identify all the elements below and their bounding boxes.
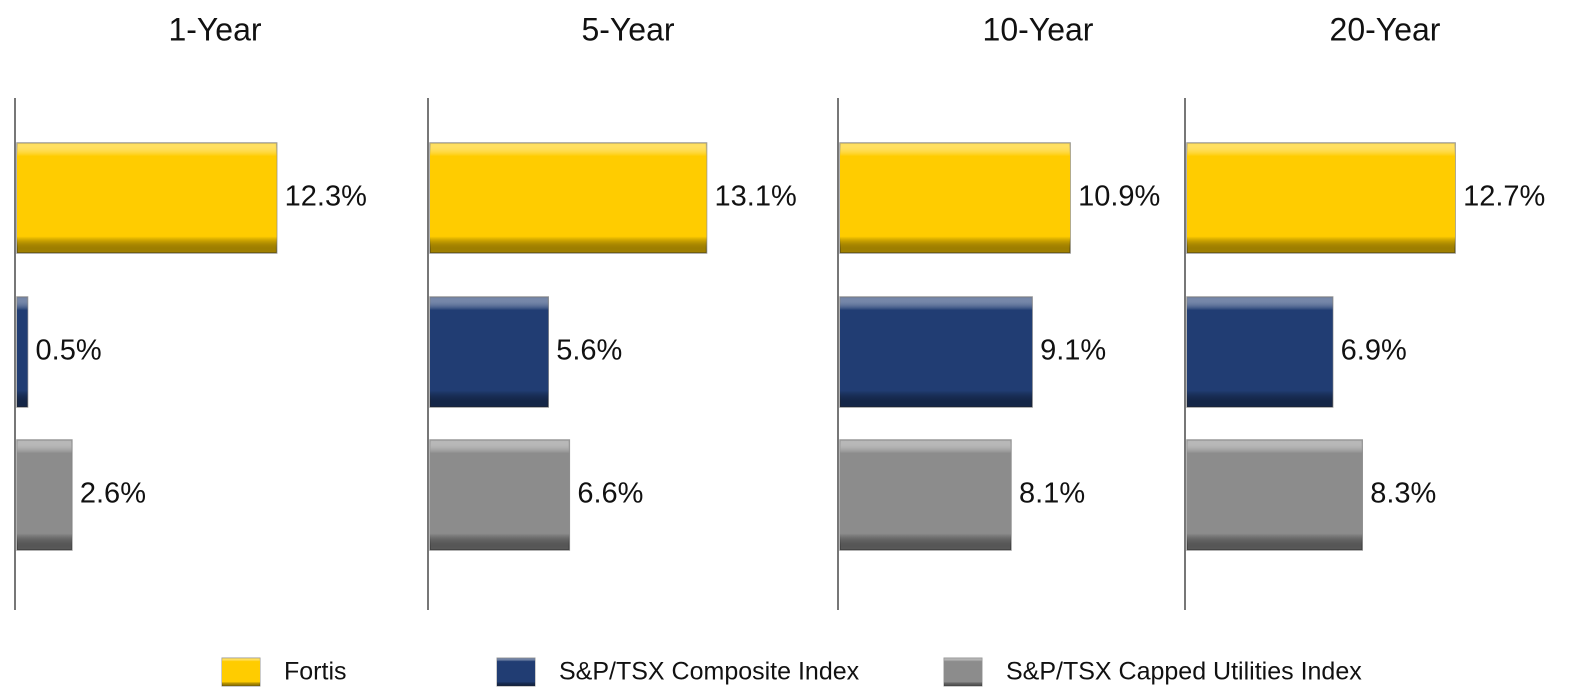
bar [1186,439,1363,551]
bar [1186,142,1456,254]
value-label: 12.3% [285,181,367,213]
bar [839,296,1033,408]
legend-swatch-bevel [944,658,982,686]
bar [16,439,73,551]
value-label: 13.1% [715,181,797,213]
panel-title: 20-Year [1330,11,1441,47]
bar [839,439,1012,551]
value-label: 8.3% [1370,478,1436,510]
panel-title: 1-Year [168,11,261,47]
bar [16,296,29,408]
bar [16,142,278,254]
legend-label: S&P/TSX Capped Utilities Index [1006,658,1362,686]
value-label: 9.1% [1040,335,1106,367]
legend-swatch-bevel [497,658,535,686]
panel-title: 5-Year [581,11,674,47]
bar [429,439,571,551]
value-label: 8.1% [1019,478,1085,510]
bar [429,142,708,254]
value-label: 10.9% [1078,181,1160,213]
panel-title: 10-Year [983,11,1094,47]
legend-swatch-bevel [222,658,260,686]
legend-label: Fortis [284,658,347,686]
legend-label: S&P/TSX Composite Index [559,658,860,686]
value-label: 6.9% [1341,335,1407,367]
value-label: 0.5% [36,335,102,367]
bar [429,296,549,408]
value-label: 12.7% [1463,181,1545,213]
value-label: 5.6% [556,335,622,367]
bar [1186,296,1334,408]
value-label: 6.6% [577,478,643,510]
value-label: 2.6% [80,478,146,510]
bar [839,142,1071,254]
